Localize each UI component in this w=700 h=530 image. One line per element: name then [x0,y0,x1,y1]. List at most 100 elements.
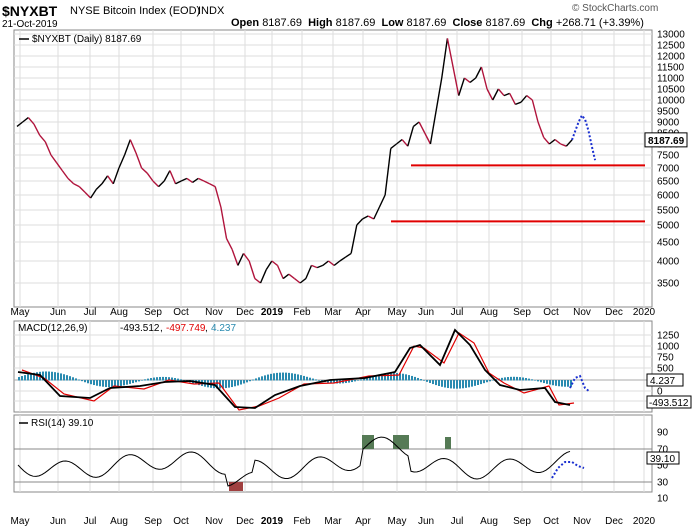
x-axis-label: Jun [50,307,66,318]
price-segment [378,194,386,208]
price-segment [565,139,573,147]
x-axis-label: Apr [355,307,371,318]
macd-histogram-bar [135,380,137,383]
macd-histogram-bar [33,372,35,381]
macd-histogram-bar [378,374,380,381]
price-segment [520,95,528,103]
price-segment [492,88,499,101]
rsi-tick-label: 50 [657,461,669,472]
macd-histogram-bar [348,380,350,383]
x-axis-label: Oct [543,307,559,318]
price-segment [225,238,233,250]
macd-histogram-bar [435,380,437,386]
price-segment [543,136,550,145]
macd-histogram-bar [60,373,62,381]
x-axis-label: Feb [293,307,311,318]
macd-histogram-bar [30,373,32,381]
x-axis-label: Sep [144,307,162,318]
macd-histogram-bar [513,376,515,381]
macd-histogram-bar [117,380,119,387]
macd-histogram-bar [459,380,461,389]
macd-histogram-bar [150,378,152,381]
macd-histogram-bar [171,377,173,381]
macd-hist-tag [646,373,684,387]
macd-histogram-bar [525,378,527,381]
rsi-line [17,436,571,487]
price-segment [384,148,392,196]
watermark: © StockCharts.com [572,3,659,14]
price-segment [242,252,250,262]
macd-histogram-bar [156,377,158,381]
macd-tick-label: 500 [657,364,674,375]
rsi-overbought-fill [393,435,409,449]
price-segment [73,183,80,188]
macd-histogram-bar [540,380,542,383]
macd-histogram-bar [558,380,560,387]
macd-tick-label: 1250 [657,331,680,342]
close-value: 8187.69 [485,17,526,29]
price-segment [237,253,245,266]
price-segment [350,224,358,254]
symbol-title: $NYXBT [2,3,58,19]
price-segment [158,180,165,188]
macd-histogram-bar [501,377,503,381]
macd-histogram-bar [396,372,398,381]
macd-histogram-bar [315,379,317,381]
macd-histogram-bar [111,380,113,388]
price-segment [123,139,131,156]
macd-histogram-bar [360,379,362,381]
macd-histogram-bar [216,380,218,389]
macd-histogram-bar [57,372,59,381]
rsi-projection-line [551,461,585,479]
price-segment [531,99,539,123]
macd-histogram-bar [243,380,245,384]
price-segment [90,189,97,199]
macd-histogram-bar [429,380,431,383]
x-axis-label: Apr [355,516,371,527]
x-axis-label: Jul [84,307,97,318]
macd-histogram-bar [36,372,38,381]
price-tick-label: 12500 [657,41,685,52]
price-segment [163,170,171,182]
macd-legend-value: -493.512 [120,323,160,334]
macd-histogram-bar [393,372,395,381]
x-axis-label: Dec [605,307,623,318]
price-segment [429,110,437,145]
ohlc-readout: Open 8187.69 High 8187.69 Low 8187.69 Cl… [231,17,644,29]
macd-histogram-bar [303,375,305,381]
x-axis-label: Oct [173,307,189,318]
macd-histogram-bar [480,380,482,385]
macd-histogram-bar [48,371,50,381]
price-segment [475,66,483,79]
macd-histogram-bar [273,373,275,381]
macd-histogram-bar [549,380,551,385]
macd-histogram-bar [183,380,185,381]
x-axis-label: Feb [293,516,311,527]
macd-histogram-bar [66,375,68,381]
price-segment [192,177,199,183]
price-segment [322,260,329,266]
macd-histogram-bar [333,380,335,384]
price-tick-label: 7000 [657,164,680,175]
x-axis-label: Aug [480,307,498,318]
macd-histogram-bar [159,376,161,381]
x-axis-label: Jul [84,516,97,527]
macd-histogram-bar [522,377,524,381]
macd-histogram-bar [426,380,428,382]
price-segment [299,278,307,284]
macd-histogram-bar [120,380,122,386]
macd-histogram-bar [180,379,182,381]
macd-histogram-bar [456,380,458,389]
price-segment [390,143,397,149]
price-segment [231,249,239,266]
price-segment [345,252,352,258]
macd-histogram-bar [312,378,314,381]
price-segment [486,88,494,101]
price-segment [169,170,177,185]
price-segment [418,121,426,134]
price-segment [44,141,52,156]
price-segment [214,186,222,208]
macd-histogram-bar [45,371,47,381]
price-segment [209,183,216,188]
macd-histogram-bar [99,380,101,387]
